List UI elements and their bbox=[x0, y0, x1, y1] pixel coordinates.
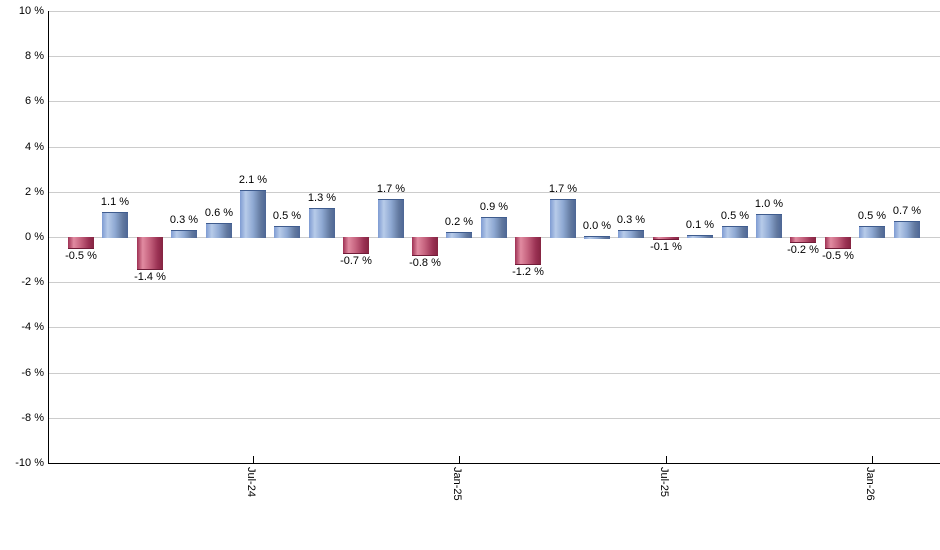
bar bbox=[825, 237, 851, 249]
bar-value-label: -1.2 % bbox=[512, 266, 544, 278]
bar bbox=[68, 237, 94, 249]
bar-value-label: 1.3 % bbox=[307, 192, 337, 204]
bar bbox=[894, 221, 920, 238]
bar bbox=[550, 199, 576, 238]
y-gridline bbox=[49, 282, 940, 283]
bar bbox=[756, 214, 782, 238]
bar-value-label: 0.3 % bbox=[616, 214, 646, 226]
bar bbox=[102, 212, 128, 238]
x-axis-tick bbox=[459, 456, 460, 463]
x-axis-tick bbox=[253, 456, 254, 463]
bar-value-label: -0.7 % bbox=[340, 255, 372, 267]
bar bbox=[309, 208, 335, 238]
bar-value-label: 1.1 % bbox=[100, 196, 130, 208]
y-gridline bbox=[49, 192, 940, 193]
bar-value-label: -0.1 % bbox=[650, 241, 682, 253]
bar bbox=[446, 232, 472, 238]
bar-value-label: 0.5 % bbox=[720, 210, 750, 222]
bar bbox=[859, 226, 885, 238]
y-axis-tick-label: -10 % bbox=[15, 457, 44, 469]
x-axis-tick-label: Jan-25 bbox=[451, 467, 463, 501]
y-gridline bbox=[49, 418, 940, 419]
y-gridline bbox=[49, 56, 940, 57]
bar bbox=[687, 235, 713, 238]
bar-value-label: 0.7 % bbox=[892, 205, 922, 217]
y-axis-tick-label: -2 % bbox=[21, 276, 44, 288]
bar-value-label: 0.5 % bbox=[272, 210, 302, 222]
bar-value-label: 0.2 % bbox=[444, 216, 474, 228]
y-gridline bbox=[49, 101, 940, 102]
bar bbox=[618, 230, 644, 238]
bar bbox=[790, 237, 816, 243]
bar-value-label: -0.8 % bbox=[409, 257, 441, 269]
y-axis-tick-label: 4 % bbox=[25, 141, 44, 153]
bar-value-label: 0.0 % bbox=[582, 220, 612, 232]
y-axis-tick-label: 6 % bbox=[25, 95, 44, 107]
bar bbox=[137, 237, 163, 270]
bar-value-label: 1.0 % bbox=[754, 198, 784, 210]
bar-value-label: -1.4 % bbox=[134, 271, 166, 283]
y-axis-tick-label: 10 % bbox=[18, 5, 44, 17]
bar bbox=[171, 230, 197, 238]
bar-value-label: 1.7 % bbox=[376, 183, 406, 195]
y-axis-tick-label: 8 % bbox=[25, 50, 44, 62]
x-axis-tick bbox=[872, 456, 873, 463]
y-gridline bbox=[49, 373, 940, 374]
y-gridline bbox=[49, 327, 940, 328]
bar bbox=[343, 237, 369, 254]
y-axis-tick-label: 2 % bbox=[25, 186, 44, 198]
bar bbox=[722, 226, 748, 238]
x-axis-line bbox=[48, 463, 940, 464]
y-axis-tick-label: 0 % bbox=[25, 231, 44, 243]
bar-value-label: 0.6 % bbox=[204, 207, 234, 219]
bar bbox=[515, 237, 541, 265]
y-axis-tick-label: -4 % bbox=[21, 321, 44, 333]
x-axis-tick-label: Jul-24 bbox=[245, 467, 257, 497]
x-axis-tick-label: Jan-26 bbox=[864, 467, 876, 501]
bar bbox=[378, 199, 404, 238]
bar bbox=[653, 237, 679, 240]
bar-value-label: 1.7 % bbox=[548, 183, 578, 195]
bar bbox=[206, 223, 232, 238]
y-axis-line bbox=[48, 11, 49, 464]
bar-value-label: 0.9 % bbox=[479, 201, 509, 213]
bar-value-label: -0.2 % bbox=[787, 244, 819, 256]
bar-value-label: 0.1 % bbox=[685, 219, 715, 231]
y-axis-tick-label: -8 % bbox=[21, 412, 44, 424]
bar bbox=[412, 237, 438, 256]
y-gridline bbox=[49, 11, 940, 12]
y-axis-tick-label: -6 % bbox=[21, 367, 44, 379]
bar-value-label: 2.1 % bbox=[238, 174, 268, 186]
bar-value-label: 0.5 % bbox=[857, 210, 887, 222]
x-axis-tick bbox=[666, 456, 667, 463]
bar-value-label: -0.5 % bbox=[65, 250, 97, 262]
y-gridline bbox=[49, 147, 940, 148]
bar bbox=[240, 190, 266, 238]
bar-value-label: -0.5 % bbox=[822, 250, 854, 262]
bar bbox=[274, 226, 300, 238]
bar bbox=[584, 236, 610, 239]
bar bbox=[481, 217, 507, 238]
x-axis-tick-label: Jul-25 bbox=[658, 467, 670, 497]
bar-value-label: 0.3 % bbox=[169, 214, 199, 226]
